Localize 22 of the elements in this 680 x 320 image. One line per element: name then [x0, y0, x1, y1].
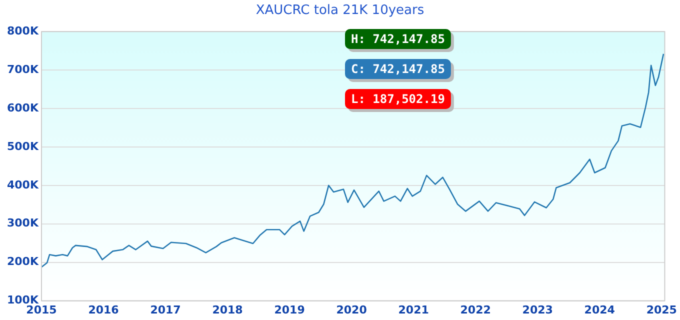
x-tick-label: 2015: [26, 303, 57, 316]
y-tick-label: 200K: [6, 255, 39, 268]
x-tick-label: 2016: [88, 303, 120, 316]
y-tick-label: 300K: [6, 216, 39, 230]
y-tick-label: 600K: [6, 101, 39, 114]
x-tick-label: 2019: [274, 303, 305, 316]
y-tick-label: 500K: [6, 140, 39, 153]
x-tick-label: 2020: [336, 303, 368, 316]
y-tick-label: 800K: [6, 24, 39, 38]
y-tick-label: 400K: [6, 178, 39, 192]
x-tick-label: 2022: [460, 303, 491, 316]
annotation: L: 187,502.19: [351, 92, 445, 106]
annotation: H: 742,147.85: [351, 32, 445, 46]
x-tick-label: 2018: [212, 303, 243, 316]
chart-title: XAUCRC tola 21K 10years: [254, 2, 426, 20]
y-tick-label: 700K: [6, 62, 39, 76]
x-tick-label: 2021: [398, 303, 429, 316]
x-tick-label: 2023: [522, 303, 553, 316]
annotation: C: 742,147.85: [351, 62, 445, 76]
x-tick-label: 2024: [584, 303, 616, 316]
x-tick-label: 2025: [646, 303, 677, 316]
x-tick-label: 2017: [150, 303, 181, 316]
